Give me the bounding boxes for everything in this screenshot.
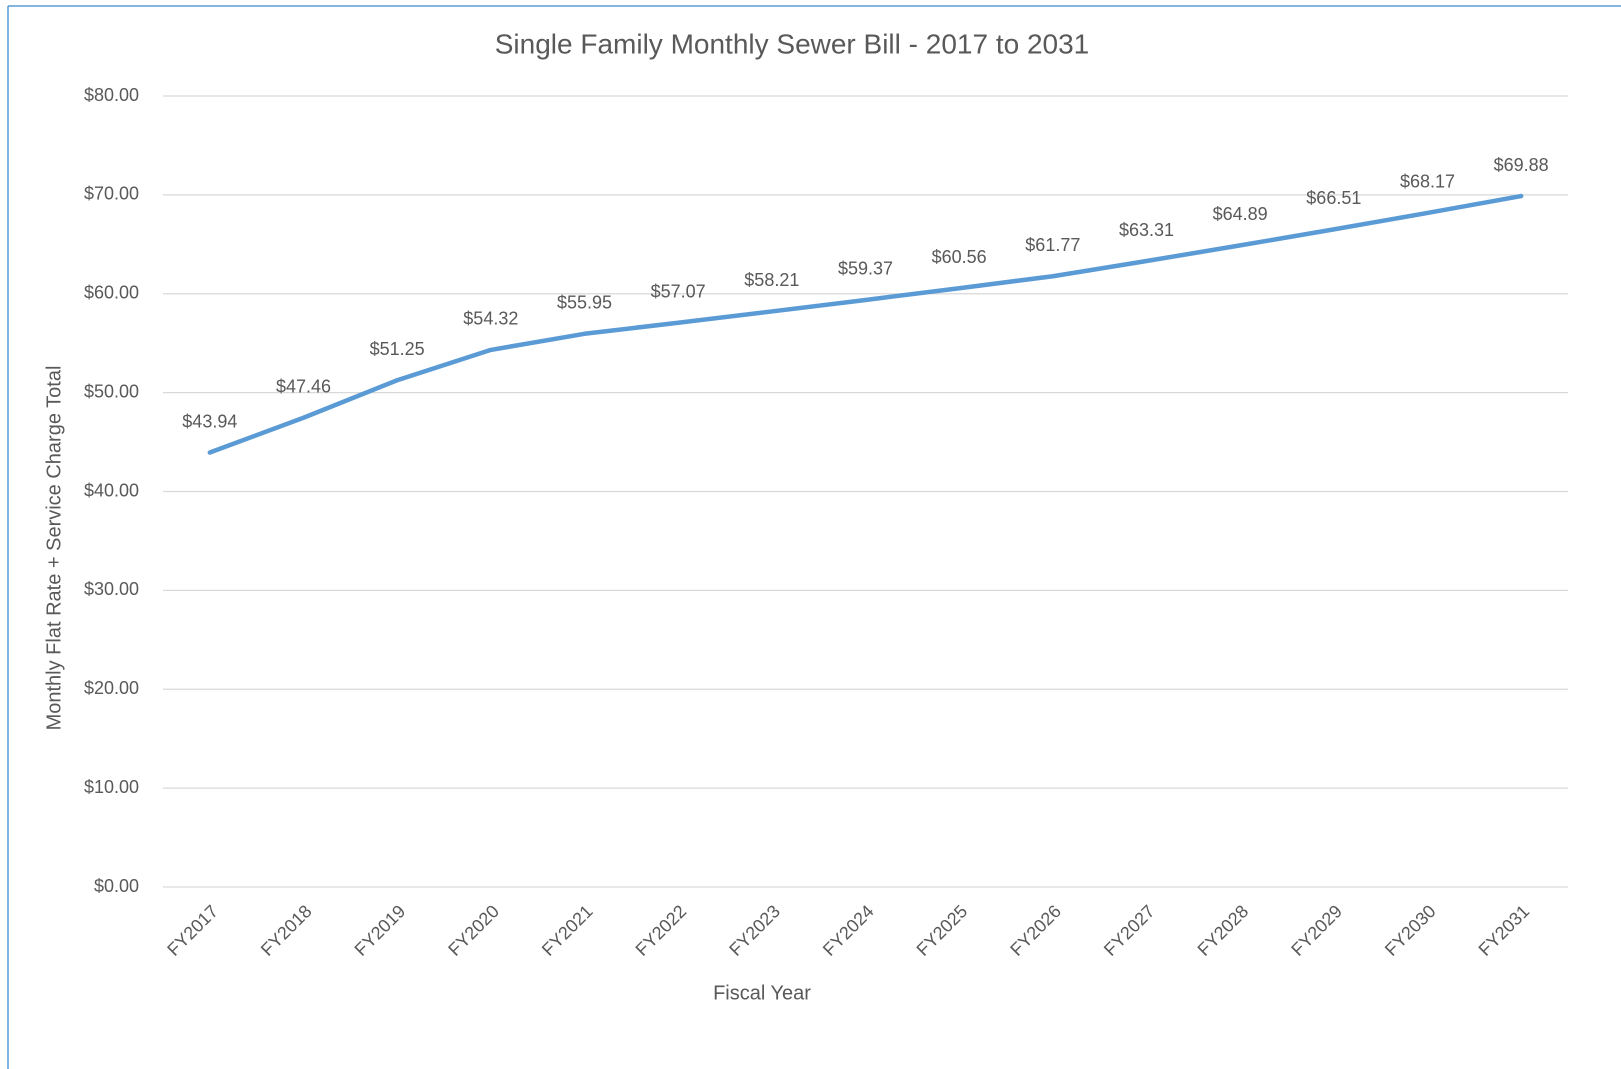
x-tick-label: FY2029 (1287, 901, 1346, 960)
x-tick-label: FY2030 (1381, 901, 1440, 960)
x-tick-label: FY2024 (819, 901, 878, 960)
data-label: $60.56 (932, 247, 987, 267)
data-label: $66.51 (1306, 188, 1361, 208)
x-tick-label: FY2018 (257, 901, 316, 960)
data-label: $51.25 (370, 339, 425, 359)
y-tick-label: $60.00 (84, 283, 139, 303)
x-tick-label: FY2020 (444, 901, 503, 960)
x-tick-label: FY2022 (632, 901, 691, 960)
data-label: $64.89 (1213, 204, 1268, 224)
x-tick-label: FY2019 (351, 901, 410, 960)
data-label: $58.21 (744, 270, 799, 290)
x-tick-label: FY2021 (538, 901, 597, 960)
y-axis-title: Monthly Flat Rate + Service Charge Total (43, 366, 65, 731)
x-tick-label: FY2025 (913, 901, 972, 960)
data-label: $69.88 (1494, 155, 1549, 175)
data-line (207, 193, 1524, 455)
data-label: $43.94 (182, 411, 237, 431)
y-tick-label: $30.00 (84, 579, 139, 599)
x-tick-label: FY2026 (1006, 901, 1065, 960)
y-tick-label: $10.00 (84, 777, 139, 797)
data-label: $55.95 (557, 293, 612, 313)
x-tick-label: FY2017 (163, 901, 222, 960)
y-tick-label: $20.00 (84, 678, 139, 698)
x-axis-title: Fiscal Year (713, 982, 811, 1004)
data-label: $54.32 (463, 309, 518, 329)
y-tick-label: $40.00 (84, 480, 139, 500)
data-label: $68.17 (1400, 172, 1455, 192)
data-label: $57.07 (651, 281, 706, 301)
x-tick-label: FY2028 (1194, 901, 1253, 960)
data-label: $59.37 (838, 259, 893, 279)
y-tick-label: $50.00 (84, 381, 139, 401)
data-label: $61.77 (1025, 235, 1080, 255)
data-label: $63.31 (1119, 220, 1174, 240)
data-label: $47.46 (276, 376, 331, 396)
x-tick-label: FY2027 (1100, 901, 1159, 960)
y-tick-label: $70.00 (84, 184, 139, 204)
y-tick-label: $0.00 (94, 876, 139, 896)
x-tick-label: FY2031 (1475, 901, 1534, 960)
chart-title: Single Family Monthly Sewer Bill - 2017 … (495, 28, 1090, 59)
y-tick-label: $80.00 (84, 85, 139, 105)
x-tick-label: FY2023 (725, 901, 784, 960)
